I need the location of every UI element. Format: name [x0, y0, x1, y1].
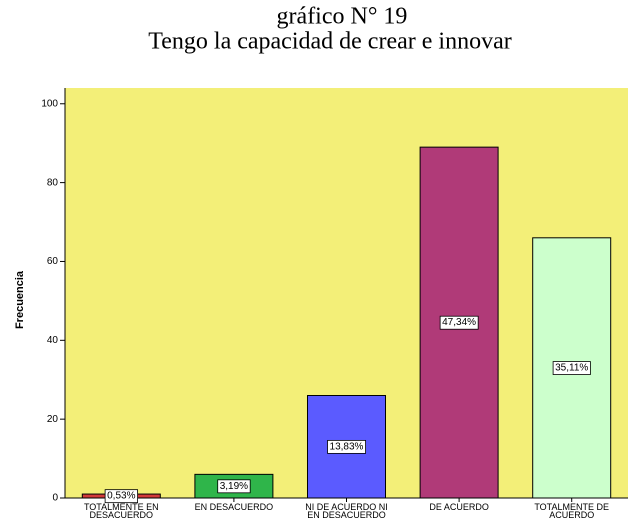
x-tick-label-line: TOTALMENTE EN [84, 502, 159, 512]
y-tick-label: 60 [47, 256, 59, 267]
x-tick-label: EN DESACUERDO [195, 502, 274, 512]
bar-label: 35,11% [555, 363, 588, 374]
x-tick-label: NI DE ACUERDO NI EN DESACUERDO [305, 502, 388, 520]
bar-label: 0,53% [107, 491, 135, 502]
chart-subtitle: Tengo la capacidad de crear e innovar [148, 29, 511, 55]
chart-title: gráfico N° 19 [277, 4, 408, 30]
x-tick-label: TOTALMENTE EN DESACUERDO [84, 502, 159, 520]
x-tick-label: TOTALMENTE DE ACUERDO [534, 502, 609, 520]
bar-label: 13,83% [330, 441, 364, 452]
y-tick-label: 40 [47, 335, 59, 346]
y-tick-label: 80 [47, 177, 59, 188]
y-axis-label: Frecuencia [14, 270, 26, 329]
x-tick-label-line: EN DESACUERDO [307, 510, 386, 520]
x-tick-label: DE ACUERDO [429, 502, 489, 512]
x-tick-label-line: DE ACUERDO [429, 502, 489, 512]
x-tick-label-line: NI DE ACUERDO NI [305, 502, 388, 512]
y-tick-label: 20 [47, 414, 59, 425]
y-tick-label: 0 [52, 493, 58, 504]
bar-label: 47,34% [442, 317, 476, 328]
x-tick-label-line: TOTALMENTE DE [534, 502, 609, 512]
x-tick-label-line: EN DESACUERDO [195, 502, 274, 512]
bar-label-box [104, 489, 138, 504]
bar-label-box [217, 479, 251, 494]
bar-label: 3,19% [220, 481, 248, 492]
bar-label-box [552, 361, 591, 375]
bar-label-box [327, 439, 366, 454]
bar-label-box [439, 315, 479, 330]
y-tick-label: 100 [41, 98, 58, 109]
x-tick-label-line: DESACUERDO [90, 510, 154, 520]
x-tick-label-line: ACUERDO [549, 510, 594, 520]
